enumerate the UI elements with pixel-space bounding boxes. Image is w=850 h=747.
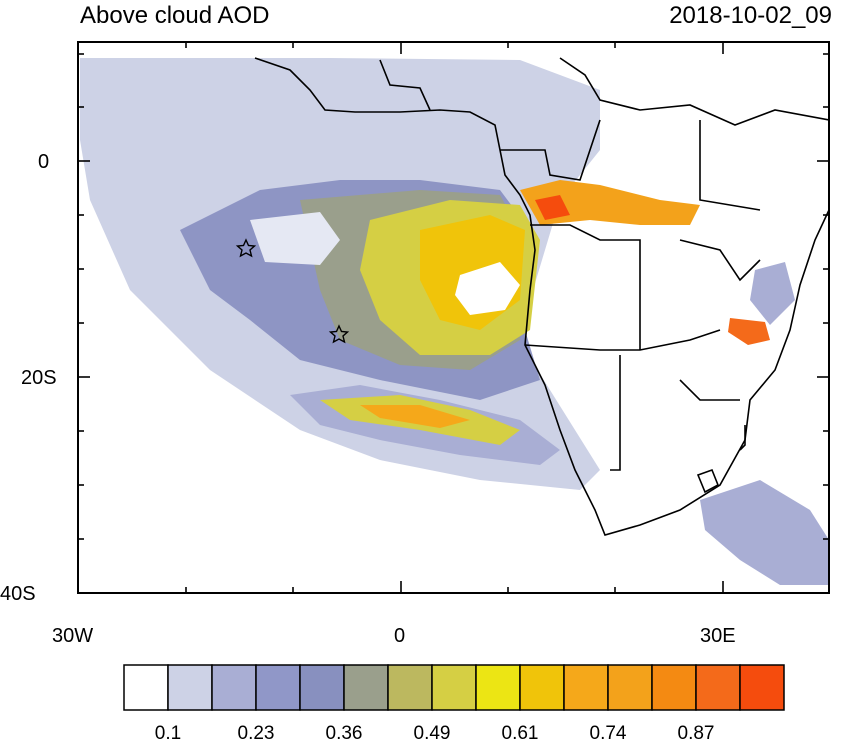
colorbar-swatch <box>387 664 433 711</box>
x-label-0: 0 <box>394 625 405 647</box>
coastlines <box>254 57 829 536</box>
colorbar-swatch <box>475 664 521 711</box>
y-label-20s: 20S <box>21 367 57 389</box>
colorbar-swatch <box>651 664 697 711</box>
colorbar-label: 0.61 <box>502 723 539 744</box>
lesotho <box>696 468 720 494</box>
colorbar-swatch <box>739 664 785 711</box>
colorbar-label: 0.74 <box>590 723 627 744</box>
colorbar-label: 0.49 <box>414 723 451 744</box>
gap-patch-2 <box>250 212 340 265</box>
colorbar-label: 0.36 <box>326 723 363 744</box>
border-3 <box>524 329 721 351</box>
star-marker-2 <box>328 324 350 344</box>
aod-east-plume <box>750 262 795 325</box>
colorbar-labels: 0.1 0.23 0.36 0.49 0.61 0.74 0.87 <box>155 723 715 744</box>
aod-east-hotspot <box>728 318 770 345</box>
aod-south-orange <box>360 405 470 428</box>
star-marker-1 <box>235 238 257 258</box>
colorbar-swatch <box>431 664 477 711</box>
y-label-0: 0 <box>38 151 49 173</box>
colorbar-swatch <box>519 664 565 711</box>
border-7 <box>699 120 761 211</box>
x-label-30e: 30E <box>700 625 736 647</box>
tick-marks <box>77 42 829 594</box>
colorbar-swatch <box>123 664 169 711</box>
map-timestamp: 2018-10-02_09 <box>669 2 832 29</box>
gap-patch-1 <box>455 262 520 315</box>
border-2 <box>530 224 641 350</box>
madagascar-hint <box>739 425 746 451</box>
colorbar-label: 0.23 <box>238 723 275 744</box>
colorbar-swatch <box>211 664 257 711</box>
y-label-40s: 40S <box>0 583 36 605</box>
colorbar-swatch <box>167 664 213 711</box>
colorbar-label: 0.87 <box>678 723 715 744</box>
aod-field <box>80 58 829 585</box>
colorbar-swatch <box>695 664 741 711</box>
x-label-30w: 30W <box>52 625 93 647</box>
colorbar-swatch <box>255 664 301 711</box>
star-markers <box>235 238 350 344</box>
colorbar-swatch <box>563 664 609 711</box>
colorbar <box>123 664 785 711</box>
aod-se-plume <box>700 480 829 585</box>
aod-inland-hotspot <box>535 195 570 220</box>
plot-frame <box>77 41 830 594</box>
north-africa-outline <box>559 57 829 126</box>
border-8 <box>379 59 431 111</box>
border-5 <box>679 379 740 401</box>
border-4 <box>610 355 621 471</box>
colorbar-swatch <box>343 664 389 711</box>
colorbar-swatch <box>607 664 653 711</box>
border-6 <box>679 239 761 282</box>
colorbar-swatch <box>299 664 345 711</box>
map-title: Above cloud AOD <box>80 2 270 29</box>
border-1 <box>500 119 601 181</box>
colorbar-label: 0.1 <box>155 723 181 744</box>
